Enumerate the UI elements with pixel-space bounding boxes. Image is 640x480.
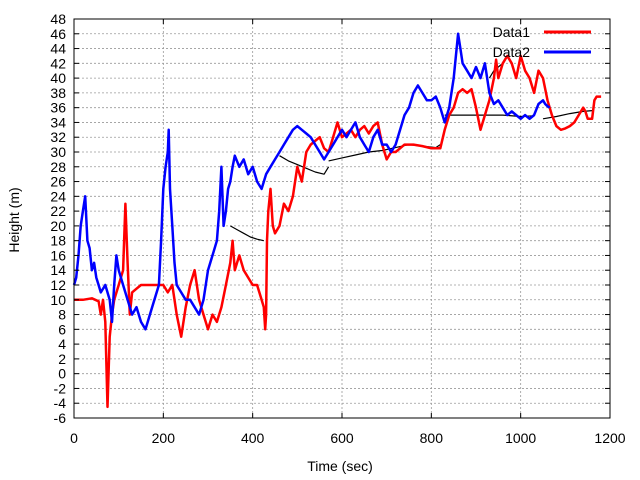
y-tick-label: 24 [50, 188, 66, 204]
legend-label-data1: Data1 [493, 24, 531, 40]
y-tick-label: 32 [50, 129, 66, 145]
y-tick-label: 4 [58, 336, 66, 352]
x-tick-label: 800 [420, 430, 444, 446]
y-axis-title: Height (m) [6, 187, 22, 252]
connector-line [279, 155, 330, 175]
y-tick-label: 12 [50, 277, 66, 293]
connector-line [444, 114, 535, 118]
y-tick-label: 16 [50, 247, 66, 263]
y-tick-label: 34 [50, 114, 66, 130]
x-tick-label: 200 [152, 430, 176, 446]
y-tick-label: 46 [50, 26, 66, 42]
x-tick-label: 0 [70, 430, 78, 446]
connector-line [230, 225, 264, 242]
y-tick-label: 20 [50, 218, 66, 234]
y-tick-label: 40 [50, 70, 66, 86]
tick-labels: -6-4-20246810121416182022242628303234363… [50, 11, 625, 446]
x-tick-label: 600 [330, 430, 354, 446]
x-tick-label: 1000 [505, 430, 536, 446]
x-tick-label: 400 [241, 430, 265, 446]
y-tick-label: 36 [50, 100, 66, 116]
y-tick-label: 22 [50, 203, 66, 219]
y-tick-label: 42 [50, 55, 66, 71]
y-tick-label: 10 [50, 292, 66, 308]
y-tick-label: 26 [50, 174, 66, 190]
legend: Data1 Data2 [493, 24, 591, 60]
axis-ticks [73, 18, 611, 419]
y-tick-label: 30 [50, 144, 66, 160]
y-tick-label: -4 [54, 395, 67, 411]
y-tick-label: -6 [54, 410, 67, 426]
y-tick-label: 6 [58, 321, 66, 337]
y-tick-label: 14 [50, 262, 66, 278]
y-tick-label: -2 [54, 380, 67, 396]
y-tick-label: 44 [50, 41, 66, 57]
legend-label-data2: Data2 [493, 44, 531, 60]
y-tick-label: 48 [50, 11, 66, 27]
y-tick-label: 2 [58, 351, 66, 367]
x-axis-title: Time (sec) [307, 458, 373, 474]
y-tick-label: 28 [50, 159, 66, 175]
x-tick-label: 1200 [594, 430, 625, 446]
series-layer [72, 32, 602, 409]
y-tick-label: 18 [50, 233, 66, 249]
series-line-data1 [74, 54, 602, 409]
y-tick-label: 38 [50, 85, 66, 101]
y-tick-label: 8 [58, 307, 66, 323]
series-line-data2 [72, 32, 551, 331]
y-tick-label: 0 [58, 366, 66, 382]
